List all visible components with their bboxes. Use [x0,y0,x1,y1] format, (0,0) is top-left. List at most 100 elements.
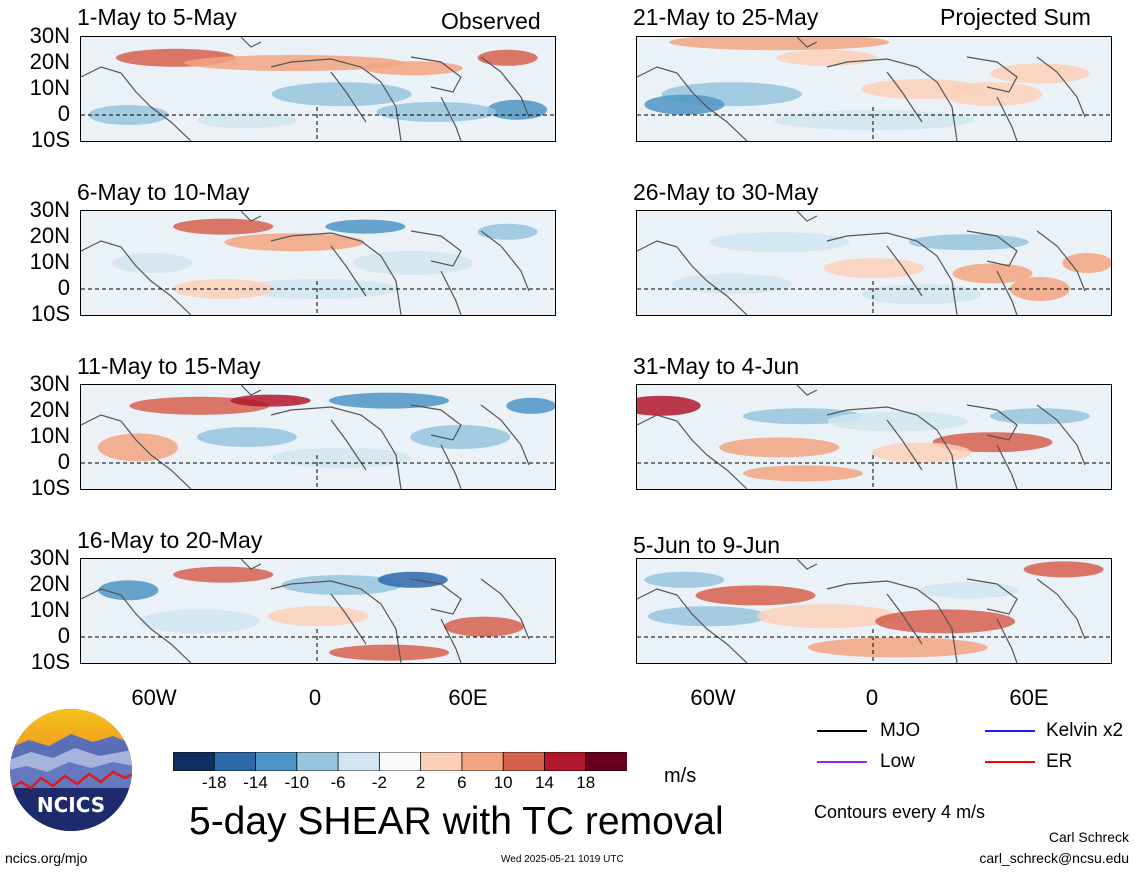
legend-er-label: ER [1046,751,1073,772]
shear-map-panel-1 [80,36,556,142]
colorbar-swatch [296,752,339,771]
shear-anomaly-region [271,447,412,468]
shear-map-panel-8 [636,558,1112,664]
shear-map-panel-4 [80,558,556,664]
colorbar-swatch [378,752,422,771]
colorbar-tick-label: -6 [330,773,346,792]
shear-anomaly-region [325,219,406,234]
shear-anomaly-region [807,637,988,658]
colorbar-swatch [255,752,298,771]
shear-anomaly-region [271,82,412,107]
shear-anomaly-region [487,99,548,120]
shear-anomaly-region [184,55,405,71]
shear-map-8 [637,559,1111,663]
shear-anomaly-region [942,82,1043,107]
y-label-row3: 20N [29,397,70,422]
shear-anomaly-region [871,442,972,463]
colorbar-swatch [173,752,216,771]
shear-map-6 [637,211,1111,315]
shear-anomaly-region [281,575,402,595]
shear-anomaly-region [774,110,974,131]
shear-anomaly-region [268,606,368,627]
shear-anomaly-region [196,427,297,447]
shear-anomaly-region [97,433,178,462]
y-label-row1: 30N [29,23,70,48]
shear-anomaly-region [506,397,555,414]
colorbar-swatch [420,752,463,771]
shear-anomaly-region [443,616,524,637]
colorbar-swatch [502,752,546,771]
shear-map-1 [81,37,555,141]
figure-title: 5-day SHEAR with TC removal [189,800,724,843]
shear-anomaly-region [952,263,1033,284]
colorbar-tick-label: -14 [243,773,268,792]
y-label-row3: 30N [29,371,70,396]
legend-kelvin-line [985,730,1035,732]
colorbar-tick-label: -18 [201,773,227,792]
shear-anomaly-region [669,37,890,51]
shear-anomaly-region [112,253,193,273]
shear-anomaly-region [644,571,725,588]
colorbar-swatch [585,752,627,771]
panel-title-4: 16-May to 20-May [77,527,263,553]
panel-title-7: 31-May to 4-Jun [633,353,800,379]
shear-anomaly-region [477,49,538,66]
colorbar-swatch [213,752,257,771]
shear-anomaly-region [908,234,1029,251]
shear-anomaly-region [173,566,274,583]
shear-anomaly-region [477,223,538,240]
shear-anomaly-region [918,582,1019,599]
y-label-row2: 30N [29,197,70,222]
coastline [637,559,1086,663]
shear-anomaly-region [709,232,850,253]
shear-anomaly-region [1062,253,1111,273]
y-label-row4: 20N [29,571,70,596]
panel-title-6: 26-May to 30-May [633,179,819,205]
coastline [637,211,1086,315]
y-label-row4: 30N [29,545,70,570]
coastline [81,211,530,315]
y-label-row4: 10S [30,649,70,674]
x-label-0-left: 0 [308,685,322,710]
shear-anomaly-region [824,258,924,279]
ncics-logo: NCICS [9,708,133,832]
legend-mjo-label: MJO [880,720,921,741]
shear-anomaly-region [827,411,968,432]
legend-kelvin-label: Kelvin x2 [1046,720,1124,741]
legend-low-line [817,761,867,763]
colorbar-tick-label: -2 [371,773,387,792]
shear-anomaly-region [224,233,365,252]
colorbar-tick-label: 6 [457,773,467,792]
shear-anomaly-region [989,63,1090,84]
panel-title-2: 6-May to 10-May [77,179,250,205]
shear-anomaly-region [410,425,511,449]
y-label-row1: 0 [57,101,70,126]
colorbar-units: m/s [664,765,697,787]
footer-author: Carl Schreck [1048,829,1129,845]
legend-mjo-line [817,730,867,732]
shear-anomaly-region [352,251,473,275]
shear-map-3 [81,385,555,489]
y-label-row2: 0 [57,275,70,300]
coastline [637,385,1086,489]
shear-map-panel-2 [80,210,556,316]
coastline [81,37,530,141]
y-label-row1: 20N [29,49,70,74]
colorbar-swatch [461,752,505,771]
y-label-row2: 20N [29,223,70,248]
y-label-row3: 0 [57,449,70,474]
shear-anomaly-region [742,465,863,482]
shear-map-panel-7 [636,384,1112,490]
shear-anomaly-region [88,105,169,125]
shear-anomaly-region [719,437,840,458]
x-label-60w-right: 60W [690,685,736,710]
y-label-row3: 10S [30,475,70,500]
x-label-60w-left: 60W [131,685,177,710]
footer-email: carl_schreck@ncsu.edu [979,850,1129,866]
y-label-row1: 10S [30,127,70,152]
legend-er-line [985,761,1035,763]
colorbar [173,752,627,771]
shear-anomaly-region [644,94,725,115]
panel-title-1: 1-May to 5-May [77,4,237,30]
y-label-row4: 10N [29,597,70,622]
